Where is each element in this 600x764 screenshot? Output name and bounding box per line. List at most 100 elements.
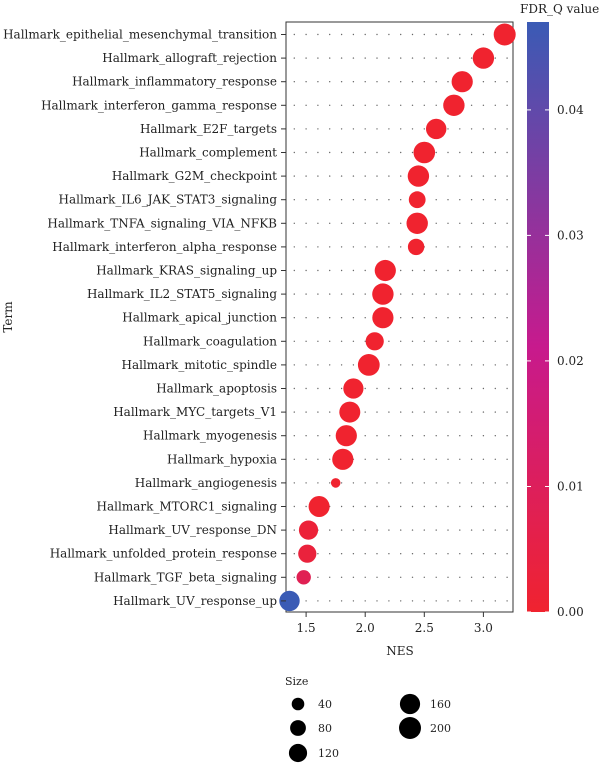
x-axis: 1.5 2.0 2.5 3.0: [297, 612, 493, 635]
data-point: [426, 118, 447, 140]
grid-dot: [423, 57, 425, 59]
grid-dot: [459, 151, 461, 154]
grid-dot: [506, 435, 508, 437]
grid-dot: [376, 199, 378, 201]
grid-dot: [305, 458, 307, 460]
grid-dot: [447, 199, 449, 201]
grid-dot: [305, 33, 307, 36]
grid-dot: [435, 246, 437, 248]
grid-dot: [388, 33, 390, 36]
grid-dot: [400, 458, 402, 460]
grid-dot: [400, 576, 402, 578]
grid-dot: [482, 505, 485, 508]
grid-dot: [470, 199, 473, 201]
grid-dot: [340, 293, 343, 295]
grid-dot: [329, 387, 331, 390]
grid-dot: [482, 81, 485, 83]
data-point: [365, 332, 384, 351]
grid-dot: [364, 411, 366, 413]
grid-dot: [411, 600, 414, 602]
grid-dot: [340, 600, 343, 602]
data-point: [332, 448, 354, 470]
grid-dot: [364, 505, 366, 508]
grid-dot: [447, 293, 449, 295]
grid-dot: [482, 600, 485, 602]
grid-dot: [388, 364, 390, 366]
grid-dot: [494, 151, 496, 154]
grid-dot: [423, 553, 425, 555]
grid-dot: [364, 293, 366, 295]
grid-dot: [423, 128, 425, 130]
grid-dot: [352, 33, 355, 36]
grid-dot: [482, 151, 485, 154]
grid-dot: [317, 364, 319, 366]
grid-dot: [305, 199, 307, 201]
grid-dot: [340, 151, 343, 154]
grid-dot: [340, 81, 343, 83]
grid-dot: [482, 340, 485, 342]
colorbar-tick-label: 0.04: [557, 103, 584, 117]
grid-dot: [459, 458, 461, 460]
x-tick-label: 1.5: [297, 621, 316, 635]
grid-dot: [364, 600, 366, 602]
grid-dot: [470, 317, 473, 319]
data-point: [335, 425, 357, 447]
grid-dot: [482, 175, 485, 177]
grid-dot: [459, 364, 461, 366]
grid-dot: [305, 128, 307, 130]
grid-dot: [494, 458, 496, 460]
grid-dot: [423, 317, 425, 319]
grid-dot: [400, 269, 402, 272]
grid-dot: [470, 33, 473, 36]
grid-dot: [400, 364, 402, 366]
grid-dot: [435, 222, 437, 224]
grid-dot: [376, 33, 378, 36]
y-tick-label: Hallmark_KRAS_signaling_up: [96, 264, 277, 278]
grid-dot: [411, 57, 414, 59]
grid-dot: [388, 411, 390, 413]
data-point: [296, 570, 311, 585]
grid-dot: [293, 553, 295, 555]
grid-dot: [506, 411, 508, 413]
grid-dot: [435, 600, 437, 602]
grid-dot: [400, 246, 402, 248]
grid-dot: [388, 600, 390, 602]
grid-dot: [435, 529, 437, 531]
grid-dot: [329, 529, 331, 531]
grid-dot: [388, 529, 390, 531]
grid-dot: [329, 269, 331, 272]
grid-dot: [506, 364, 508, 366]
colorbar-tick-label: 0.00: [557, 605, 584, 619]
grid-dot: [317, 482, 319, 484]
size-legend-key: [288, 743, 308, 763]
grid-dot: [506, 104, 508, 107]
grid-dot: [388, 553, 390, 555]
grid-dot: [376, 104, 378, 107]
grid-dot: [293, 505, 295, 508]
grid-dot: [376, 387, 378, 390]
grid-dot: [376, 505, 378, 508]
grid-dot: [411, 482, 414, 484]
grid-dot: [506, 505, 508, 508]
size-legend-key: [291, 697, 305, 711]
grid-dot: [411, 529, 414, 531]
grid-dot: [482, 199, 485, 201]
grid-dot: [459, 199, 461, 201]
data-point: [413, 141, 436, 164]
grid-dot: [494, 222, 496, 224]
grid-dot: [329, 576, 331, 578]
y-tick-label: Hallmark_apical_junction: [122, 311, 277, 325]
grid-dot: [506, 199, 508, 201]
grid-dot: [317, 57, 319, 59]
grid-dot: [411, 104, 414, 107]
grid-dot: [423, 269, 425, 272]
grid-dot: [494, 175, 496, 177]
grid-dot: [305, 411, 307, 413]
grid-dot: [340, 529, 343, 531]
grid-dot: [482, 411, 485, 413]
grid-dot: [329, 199, 331, 201]
grid-dot: [352, 364, 355, 366]
grid-dot: [494, 128, 496, 130]
grid-dot: [352, 128, 355, 130]
grid-dot: [388, 505, 390, 508]
